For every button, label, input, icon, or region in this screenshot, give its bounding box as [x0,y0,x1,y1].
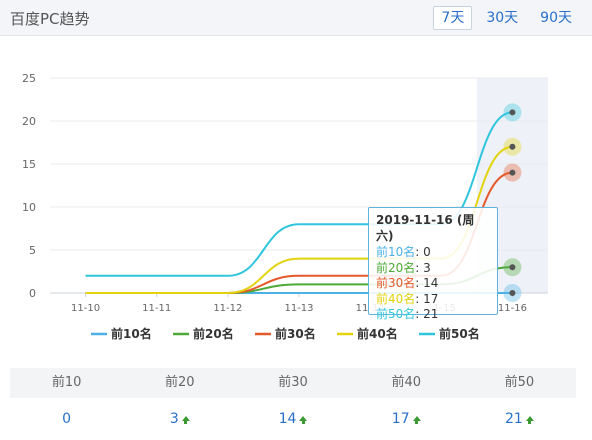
header-top20: 前20 [165,375,195,390]
tooltip-row: 前20名: 3 [376,260,431,275]
tooltip-series-value: 17 [423,291,439,306]
tab-30-days[interactable]: 30天 [486,10,519,26]
tooltip-series-value: 0 [423,245,431,259]
data-point [509,143,516,150]
y-tick-label: 0 [29,287,36,300]
header-top30: 前30 [278,375,308,390]
up-arrow-icon [412,416,421,424]
x-tick-label: 11-16 [498,303,527,314]
tooltip-row: 前10名: 0 [376,245,431,259]
data-point [509,109,516,116]
up-arrow-icon [181,416,190,424]
value-top50[interactable]: 21 [505,411,523,427]
tooltip-series-label: 前30名 [376,276,416,290]
tooltip-series-label: 前20名 [376,260,416,275]
summary-table-row: 0 3 14 17 21 [10,398,576,440]
tab-7-days[interactable]: 7天 [433,6,473,30]
y-tick-label: 15 [22,158,36,171]
legend-label: 前30名 [275,326,316,341]
data-point [509,264,516,271]
header-top50: 前50 [504,375,535,390]
summary-table-header: 前10 前20 前30 前40 前50 [10,368,576,398]
trend-chart: 051015202511-1011-1111-1211-1311-1411-15… [22,72,548,341]
tooltip-row: 前30名: 14 [376,276,439,290]
up-arrow-icon [525,416,534,424]
tab-90-days[interactable]: 90天 [540,10,572,26]
value-top40[interactable]: 17 [391,411,410,427]
y-tick-label: 5 [29,244,36,257]
range-tabs: 7天 30天 90天 [433,6,580,30]
x-tick-label: 11-11 [142,303,171,314]
cell-top40[interactable]: 17 [350,398,463,440]
legend-label: 前10名 [111,326,152,341]
chart-tooltip: 2019-11-16 (周六) 前10名: 0 前20名: 3 前30名: 14 前4… [368,207,498,321]
data-point [509,169,516,176]
legend-label: 前20名 [193,326,234,341]
header-top10: 前10 [51,375,82,390]
summary-table: 前10 前20 前30 前40 前50 0 3 14 17 21 [10,368,576,440]
cell-top50[interactable]: 21 [463,398,576,440]
tooltip-row: 前50名: 21 [376,307,439,321]
x-tick-label: 11-13 [284,303,313,314]
x-tick-label: 11-12 [213,303,242,314]
legend-label: 前40名 [357,326,398,341]
y-tick-label: 25 [22,72,36,85]
value-top20[interactable]: 3 [169,411,179,427]
tooltip-series-label: 前50名 [376,307,416,321]
x-tick-label: 11-10 [71,303,100,314]
data-point [509,290,516,296]
cell-top30[interactable]: 14 [236,398,349,440]
panel-header: 百度PC趋势 7天 30天 90天 [0,0,592,36]
tooltip-series-value: 21 [423,307,439,321]
up-arrow-icon [299,416,308,424]
tooltip-series-value: 14 [423,276,439,290]
y-tick-label: 20 [22,115,36,128]
cell-top10[interactable]: 0 [10,398,123,440]
tooltip-date: 2019-11-16 (周六) [376,213,475,243]
legend-label: 前50名 [439,326,480,341]
tooltip-series-value: 3 [423,260,431,275]
cell-top20[interactable]: 3 [123,398,236,440]
panel-title: 百度PC趋势 [10,10,90,28]
y-tick-label: 10 [22,201,36,214]
header-top40: 前40 [391,375,421,390]
tooltip-series-label: 前40名 [376,291,416,306]
tooltip-series-label: 前10名 [376,245,416,259]
tooltip-row: 前40名: 17 [376,291,439,306]
value-top10[interactable]: 0 [62,411,72,427]
value-top30[interactable]: 14 [278,411,297,427]
